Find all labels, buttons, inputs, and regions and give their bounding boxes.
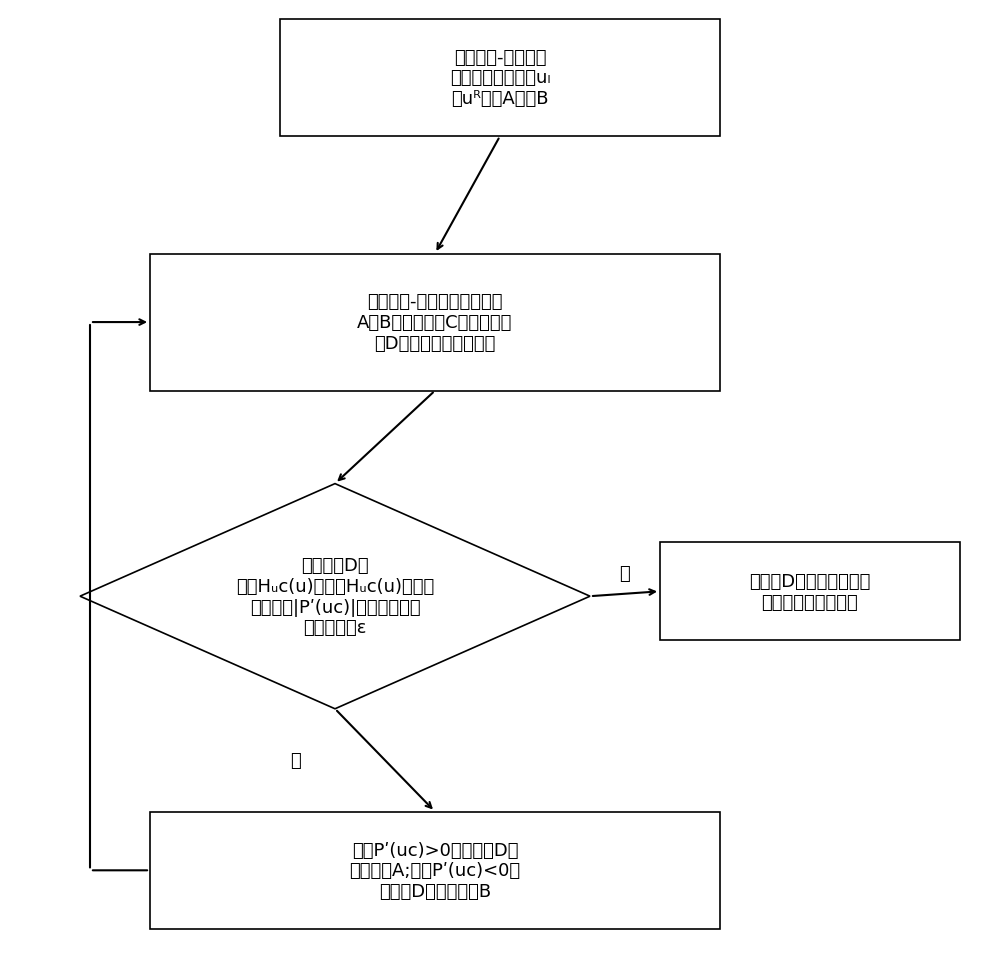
Text: 如果Pʹ(uᴄ)>0，则将点D作
为新的点A;如果Pʹ(uᴄ)<0，
则将点D作为新的点B: 如果Pʹ(uᴄ)>0，则将点D作 为新的点A;如果Pʹ(uᴄ)<0， 则将点D作… bbox=[349, 841, 521, 900]
Text: 获取功率-电压特性曲线上与
A、B的切线交点C电压相同的
点D作为近似最大功率点: 获取功率-电压特性曲线上与 A、B的切线交点C电压相同的 点D作为近似最大功率点 bbox=[357, 293, 513, 352]
FancyBboxPatch shape bbox=[150, 812, 720, 929]
FancyBboxPatch shape bbox=[150, 254, 720, 391]
Text: 确定点D为最大功率点，
实现最大功率点跟踪: 确定点D为最大功率点， 实现最大功率点跟踪 bbox=[749, 572, 871, 611]
Text: 是: 是 bbox=[620, 564, 630, 582]
Text: 否: 否 bbox=[290, 751, 300, 770]
Text: 获取过点D的
切线Hᵤc(u)，判断Hᵤc(u)的斜率
的绝对值|Pʹ(uᴄ)|是否小于预定
的精度阈值ε: 获取过点D的 切线Hᵤc(u)，判断Hᵤc(u)的斜率 的绝对值|Pʹ(uᴄ)|… bbox=[236, 556, 434, 637]
Text: 获取功率-电压特性
曲线上电压分别为uₗ
和uᴿ的点A和点B: 获取功率-电压特性 曲线上电压分别为uₗ 和uᴿ的点A和点B bbox=[450, 49, 550, 108]
FancyBboxPatch shape bbox=[660, 543, 960, 641]
Polygon shape bbox=[80, 484, 590, 709]
FancyBboxPatch shape bbox=[280, 20, 720, 137]
